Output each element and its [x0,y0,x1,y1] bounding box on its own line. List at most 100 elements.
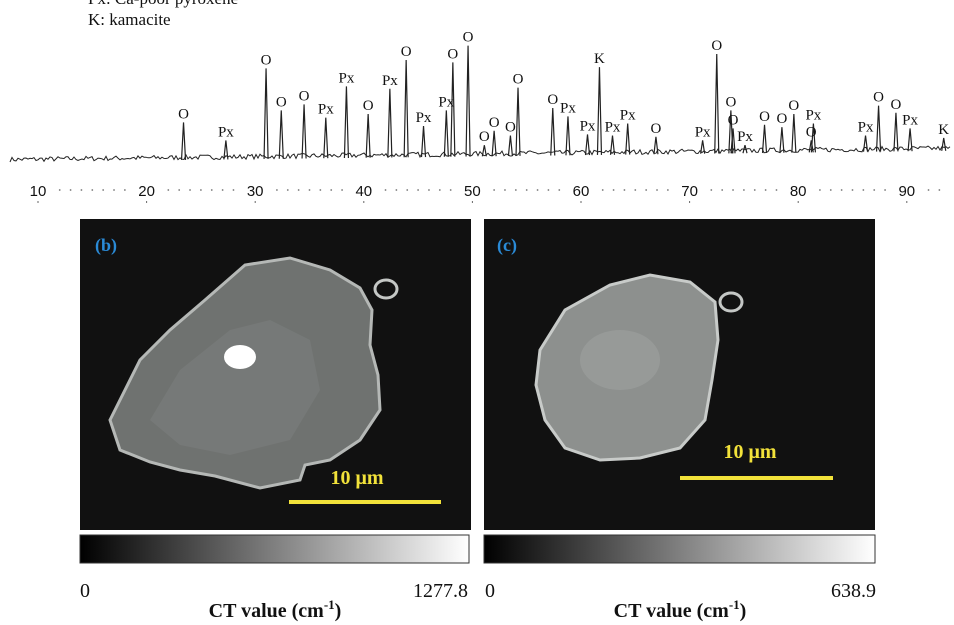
peak-label: Px [382,73,398,89]
peak-label: O [728,112,739,128]
minor-dot [765,189,767,191]
minor-dot [656,189,658,191]
minor-dot [395,189,397,191]
peak [344,86,348,158]
peak [908,128,912,151]
peak-label: Px [902,112,918,128]
peak [864,136,868,152]
peak-label: O [447,46,458,62]
peak [516,88,520,156]
peak [942,138,946,151]
peak-label: Px [805,108,821,124]
peak-label: O [463,30,474,46]
peak [654,137,658,154]
peak [780,127,784,153]
minor-dot [385,189,387,191]
peak-label: O [725,94,736,110]
axis-label: 80 [790,183,807,200]
peak-label: O [711,38,722,54]
minor-dot [504,189,506,191]
axis-label: 30 [247,183,264,200]
minor-dot [819,189,821,191]
minor-dot [91,189,93,191]
colorbar-max: 1277.8 [413,580,468,602]
peak-label: O [299,88,310,104]
peak-label: O [891,97,902,113]
minor-dot [526,189,528,191]
peak-label: Px [620,108,636,124]
minor-dot [102,189,104,191]
minor-dot [341,189,343,191]
peak-label: O [759,109,770,125]
peak-label: Px [416,110,432,126]
peak [492,131,496,156]
minor-dot [613,189,615,191]
colorbar-title: CT value (cm-1) [614,597,747,622]
peak [182,122,186,160]
baseline-trace [10,146,950,162]
peak-label: Px [737,129,753,145]
minor-dot [406,189,408,191]
minor-dot [189,189,191,191]
minor-dot [178,189,180,191]
peak [302,104,306,158]
peak-label: O [806,124,817,140]
minor-dot [81,189,83,191]
peak [388,89,392,158]
minor-dot [537,189,539,191]
minor-dot [873,189,875,191]
minor-dot [233,189,235,191]
axis-label: 90 [898,183,915,200]
peak [422,126,426,157]
legend-line: K: kamacite [88,10,171,29]
peak [444,110,448,156]
colorbar-max: 638.9 [831,580,876,602]
minor-dot [938,189,940,191]
axis-label: 20 [138,183,155,200]
peak-label: Px [605,120,621,136]
minor-dot [450,189,452,191]
minor-dot [776,189,778,191]
peak [551,108,555,155]
axis-label: 40 [355,183,372,200]
minor-dot [211,189,213,191]
peak-label: K [938,122,949,138]
peak-label: Px [218,124,234,140]
colorbar-min: 0 [485,580,495,602]
scale-text: 10 μm [331,467,384,489]
minor-dot [710,189,712,191]
minor-dot [309,189,311,191]
peak-label: O [873,90,884,106]
minor-dot [200,189,202,191]
minor-dot [645,189,647,191]
minor-dot [558,189,560,191]
peak-label: Px [858,120,874,136]
minor-dot [298,189,300,191]
minor-dot [732,189,734,191]
peak-label: Px [580,118,596,134]
peak [715,54,719,154]
scale-text: 10 μm [724,441,777,463]
colorbar-title: CT value (cm-1) [209,597,342,622]
minor-dot [515,189,517,191]
peak-label: O [261,52,272,68]
colorbar-min: 0 [80,580,90,602]
title-text: CT value (cm [209,600,325,622]
axis-label: 50 [464,183,481,200]
title-end: ) [740,600,747,622]
peak [610,136,614,155]
minor-dot [743,189,745,191]
minor-dot [493,189,495,191]
minor-dot [721,189,723,191]
minor-dot [602,189,604,191]
peak-label: Px [318,102,334,118]
ct-panels: 10 μm (b) 10 μm (c) 0 1277.8 CT value (c… [80,219,876,622]
colorbar [80,535,469,563]
peak-label: Px [560,100,576,116]
peak [877,106,881,152]
peak [894,113,898,152]
peak [279,110,283,158]
minor-dot [754,189,756,191]
colorbar [484,535,875,563]
axis-label: 70 [681,183,698,200]
